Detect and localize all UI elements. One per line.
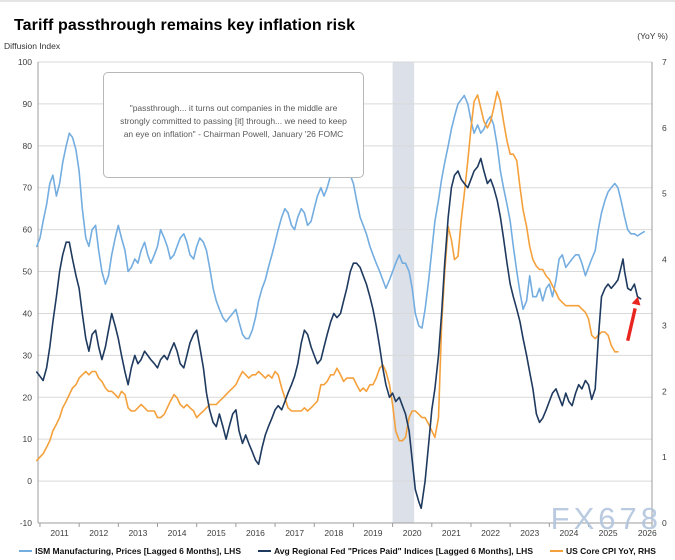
right-axis-tick-label: 4: [662, 255, 667, 265]
legend-swatch-core-cpi: [550, 550, 563, 552]
x-axis-tick-label: 2020: [403, 528, 422, 538]
x-axis-tick-label: 2024: [559, 528, 578, 538]
left-axis-tick-label: 50: [23, 267, 33, 277]
left-axis-tick-label: 80: [23, 141, 33, 151]
x-axis-tick-label: 2017: [285, 528, 304, 538]
right-axis-tick-label: 1: [662, 452, 667, 462]
legend-label-ism: ISM Manufacturing, Prices [Lagged 6 Mont…: [35, 546, 241, 556]
left-axis-tick-label: 70: [23, 183, 33, 193]
right-axis-tick-label: 5: [662, 189, 667, 199]
legend-swatch-ism: [19, 550, 33, 552]
x-axis-tick-label: 2013: [128, 528, 147, 538]
x-axis-tick-label: 2023: [520, 528, 539, 538]
right-axis-title: (YoY %): [637, 31, 668, 41]
watermark: FX678: [550, 501, 662, 536]
recession-band: [392, 62, 415, 523]
x-axis-tick-label: 2025: [599, 528, 618, 538]
left-axis-tick-label: 90: [23, 99, 33, 109]
legend-item-fed-prices-paid: Avg Regional Fed "Prices Paid" Indices […: [257, 546, 533, 556]
legend-item-core-cpi: US Core CPI YoY, RHS: [550, 546, 656, 556]
red-up-arrow-head: [631, 296, 641, 306]
series-line-1: [35, 157, 642, 510]
left-axis-tick-label: 30: [23, 350, 33, 360]
right-axis-tick-label: 6: [662, 123, 667, 133]
left-axis-tick-label: 20: [23, 392, 33, 402]
x-axis-tick-label: 2015: [207, 528, 226, 538]
top-divider: [0, 0, 675, 2]
powell-quote-callout: "passthrough... it turns out companies i…: [103, 72, 364, 178]
legend-swatch-fed-prices-paid: [257, 550, 271, 552]
legend-label-core-cpi: US Core CPI YoY, RHS: [566, 546, 656, 556]
left-axis-tick-label: 60: [23, 225, 33, 235]
left-axis-tick-label: 10: [23, 434, 33, 444]
left-axis-tick-label: 40: [23, 308, 33, 318]
right-axis-tick-label: 3: [662, 320, 667, 330]
left-axis-tick-label: 0: [27, 476, 32, 486]
x-axis-tick-label: 2011: [50, 528, 69, 538]
x-axis-tick-label: 2014: [168, 528, 187, 538]
left-axis-title: Diffusion Index: [4, 41, 61, 51]
right-axis-tick-label: 7: [662, 57, 667, 67]
x-axis-tick-label: 2022: [481, 528, 500, 538]
series-line-2: [35, 90, 619, 462]
chart-title: Tariff passthrough remains key inflation…: [14, 17, 356, 34]
x-axis-tick-label: 2019: [364, 528, 383, 538]
x-axis-tick-label: 2016: [246, 528, 265, 538]
red-up-arrow: [626, 308, 637, 342]
left-axis-tick-label: 100: [18, 57, 32, 67]
right-axis-tick-label: 0: [662, 518, 667, 528]
powell-quote-text: "passthrough... it turns out companies i…: [120, 103, 347, 140]
left-axis-tick-label: -10: [20, 518, 33, 528]
x-axis-tick-label: 2018: [324, 528, 343, 538]
x-axis-tick-label: 2021: [442, 528, 461, 538]
right-axis-tick-label: 2: [662, 386, 667, 396]
legend-item-ism: ISM Manufacturing, Prices [Lagged 6 Mont…: [19, 546, 241, 556]
x-axis-tick-label: 2026: [638, 528, 657, 538]
legend: ISM Manufacturing, Prices [Lagged 6 Mont…: [0, 546, 675, 556]
legend-label-fed-prices-paid: Avg Regional Fed "Prices Paid" Indices […: [273, 546, 533, 556]
x-axis-tick-label: 2012: [89, 528, 108, 538]
